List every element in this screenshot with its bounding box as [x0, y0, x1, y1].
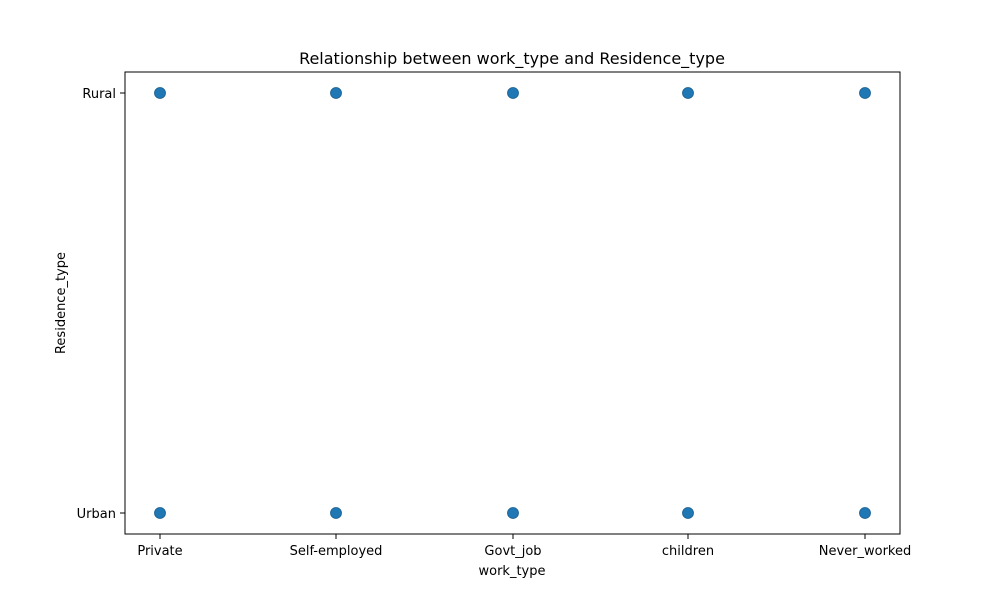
scatter-point	[507, 87, 519, 99]
x-axis-label: work_type	[479, 564, 546, 579]
y-tick-label: Rural	[82, 87, 116, 102]
scatter-point	[154, 87, 166, 99]
y-tick-label: Urban	[77, 507, 116, 522]
x-tick-label: children	[662, 544, 714, 559]
data-points	[154, 87, 871, 519]
x-tick-label: Self-employed	[290, 544, 383, 559]
plot-area-frame	[124, 71, 901, 535]
scatter-point	[154, 507, 166, 519]
scatter-point	[330, 87, 342, 99]
x-tick-label: Private	[137, 544, 182, 559]
scatter-point	[859, 87, 871, 99]
scatter-point	[507, 507, 519, 519]
x-tick-label: Govt_job	[484, 544, 541, 559]
y-axis-ticks: Urban Rural	[77, 87, 125, 522]
chart-title: Relationship between work_type and Resid…	[299, 49, 725, 69]
y-axis-label: Residence_type	[54, 252, 69, 354]
scatter-point	[682, 87, 694, 99]
scatter-point	[859, 507, 871, 519]
scatter-point	[330, 507, 342, 519]
x-axis-ticks: Private Self-employed Govt_job children Neve…	[137, 534, 911, 559]
x-tick-label: Never_worked	[819, 544, 912, 559]
scatter-point	[682, 507, 694, 519]
